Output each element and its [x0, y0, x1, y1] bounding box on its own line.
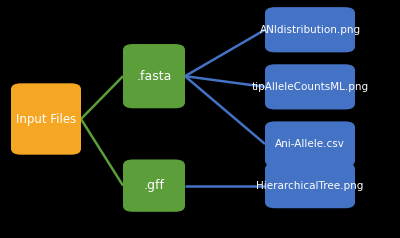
Text: tipAlleleCountsML.png: tipAlleleCountsML.png — [252, 82, 368, 92]
FancyBboxPatch shape — [265, 7, 355, 52]
Text: .gff: .gff — [144, 179, 164, 192]
Text: Input Files: Input Files — [16, 113, 76, 125]
Text: .fasta: .fasta — [136, 70, 172, 83]
Text: ANIdistribution.png: ANIdistribution.png — [260, 25, 360, 35]
FancyBboxPatch shape — [123, 44, 185, 108]
FancyBboxPatch shape — [265, 163, 355, 208]
Text: HierarchicalTree.png: HierarchicalTree.png — [256, 181, 364, 191]
Text: Ani-Allele.csv: Ani-Allele.csv — [275, 139, 345, 149]
FancyBboxPatch shape — [11, 83, 81, 155]
FancyBboxPatch shape — [265, 121, 355, 167]
FancyBboxPatch shape — [265, 64, 355, 109]
FancyBboxPatch shape — [123, 159, 185, 212]
